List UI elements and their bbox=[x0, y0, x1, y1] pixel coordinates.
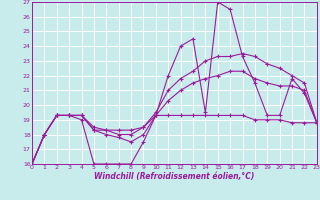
X-axis label: Windchill (Refroidissement éolien,°C): Windchill (Refroidissement éolien,°C) bbox=[94, 172, 255, 181]
